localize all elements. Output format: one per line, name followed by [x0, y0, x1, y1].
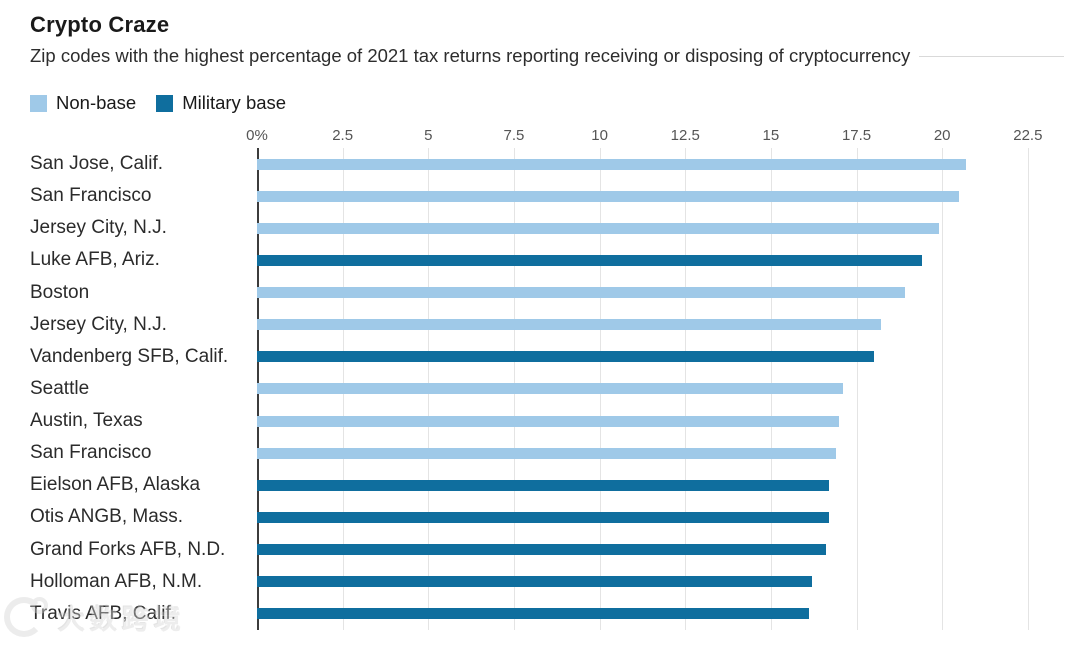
non-base-swatch-icon — [30, 94, 47, 112]
military-base-bar — [257, 511, 830, 523]
chart-row: Austin, Texas — [30, 405, 1064, 437]
chart-row: Holloman AFB, N.M. — [30, 566, 1064, 598]
row-label: Jersey City, N.J. — [30, 313, 167, 335]
non-base-bar — [257, 415, 840, 427]
military-base-bar — [257, 544, 826, 556]
row-label: Eielson AFB, Alaska — [30, 474, 201, 496]
subtitle-divider — [919, 55, 1064, 57]
chart-row: Vandenberg SFB, Calif. — [30, 341, 1064, 373]
chart-subtitle: Zip codes with the highest percentage of… — [30, 45, 911, 66]
chart-row: Jersey City, N.J. — [30, 212, 1064, 244]
non-base-bar — [257, 190, 960, 202]
legend: Non-base Military base — [30, 92, 286, 114]
x-tick-label: 17.5 — [841, 127, 872, 144]
legend-label-non-base: Non-base — [56, 92, 137, 113]
x-tick-label: 12.5 — [670, 127, 700, 144]
chart-row: San Francisco — [30, 180, 1064, 212]
military-base-bar — [257, 479, 830, 491]
non-base-bar — [257, 383, 843, 395]
non-base-bar — [257, 447, 836, 459]
chart-row: Travis AFB, Calif. — [30, 598, 1064, 630]
x-tick-label: 15 — [762, 127, 780, 144]
chart-row: Grand Forks AFB, N.D. — [30, 534, 1064, 566]
gridline — [942, 148, 944, 630]
non-base-bar — [257, 222, 939, 234]
non-base-bar — [257, 319, 881, 331]
chart-subtitle-row: Zip codes with the highest percentage of… — [30, 45, 1064, 67]
row-label: Jersey City, N.J. — [30, 217, 167, 239]
row-label: Luke AFB, Ariz. — [30, 249, 160, 271]
chart-row: Luke AFB, Ariz. — [30, 244, 1064, 276]
legend-item-non-base: Non-base — [30, 92, 136, 114]
chart-row: Eielson AFB, Alaska — [30, 469, 1064, 501]
chart-row: Jersey City, N.J. — [30, 309, 1064, 341]
row-label: San Jose, Calif. — [30, 153, 164, 175]
legend-label-military-base: Military base — [182, 92, 287, 113]
military-base-bar — [257, 576, 812, 588]
x-tick-label: 20 — [933, 127, 951, 144]
row-label: Boston — [30, 281, 90, 303]
x-tick-label: 0% — [246, 127, 268, 144]
chart-title: Crypto Craze — [30, 12, 170, 37]
x-tick-label: 2.5 — [332, 127, 354, 144]
gridline — [856, 148, 858, 630]
military-base-bar — [257, 608, 809, 620]
legend-item-military-base: Military base — [156, 92, 286, 114]
chart-row: San Francisco — [30, 437, 1064, 469]
x-tick-label: 22.5 — [1013, 127, 1043, 144]
row-label: Vandenberg SFB, Calif. — [30, 345, 229, 367]
chart-row: Seattle — [30, 373, 1064, 405]
non-base-bar — [257, 158, 967, 170]
x-tick-label: 5 — [424, 127, 433, 144]
chart-row: Boston — [30, 277, 1064, 309]
military-base-bar — [257, 254, 922, 266]
military-base-bar — [257, 351, 874, 363]
chart-row: Otis ANGB, Mass. — [30, 501, 1064, 533]
x-axis-tick-labels: 0% 2.5 5 7.5 10 12.5 15 17.5 20 22.5 — [246, 127, 1067, 145]
row-label: Grand Forks AFB, N.D. — [30, 538, 226, 560]
gridline — [1027, 148, 1029, 630]
non-base-bar — [257, 287, 905, 299]
chart-row: San Jose, Calif. — [30, 148, 1064, 180]
row-label: Austin, Texas — [30, 410, 143, 432]
x-tick-label: 7.5 — [503, 127, 525, 144]
row-label: Holloman AFB, N.M. — [30, 570, 203, 592]
row-label: Travis AFB, Calif. — [30, 602, 177, 624]
military-base-swatch-icon — [156, 94, 174, 112]
bar-rows: San Jose, Calif. San Francisco Jersey City… — [30, 148, 1064, 630]
x-tick-label: 10 — [591, 127, 608, 144]
row-label: San Francisco — [30, 442, 152, 464]
row-label: Seattle — [30, 377, 90, 399]
row-label: Otis ANGB, Mass. — [30, 506, 184, 528]
row-label: San Francisco — [30, 185, 152, 207]
